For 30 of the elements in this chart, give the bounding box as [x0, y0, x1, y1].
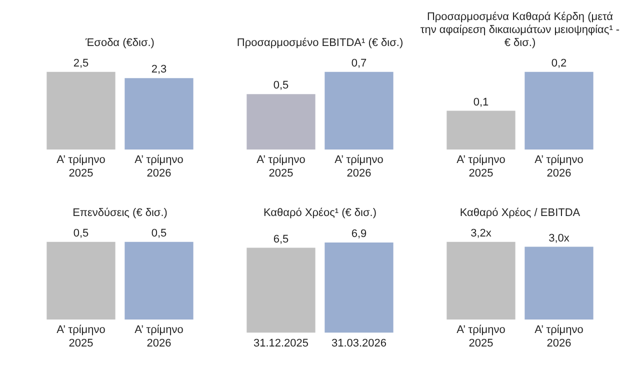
- chart-title: Επενδύσεις (€ δισ.): [72, 207, 168, 220]
- data-label: 2,3: [151, 64, 167, 76]
- x-tick-label: Α’ τρίμηνο 2026: [334, 154, 384, 180]
- data-label: 0,7: [351, 57, 367, 70]
- data-label: 3,0x: [548, 232, 570, 244]
- data-label: 2,5: [73, 57, 89, 70]
- data-label: 3,2x: [470, 227, 492, 240]
- chart-title: Προσαρμοσμένα Καθαρά Κέρδη (μετά την αφαίρεση δικαιωμάτων μειοψηφίας¹ - € δισ.): [420, 11, 620, 50]
- x-tick-label: Α’ τρίμηνο 2025: [56, 154, 106, 180]
- data-label: 0,2: [551, 57, 567, 70]
- data-label: 6,9: [351, 228, 367, 240]
- x-tick-label: Α’ τρίμηνο 2025: [256, 154, 306, 180]
- x-tick-label: 31.12.2025: [253, 337, 309, 350]
- x-tick-label: Α’ τρίμηνο 2025: [456, 154, 506, 180]
- data-label: 6,5: [273, 233, 289, 246]
- x-tick-label: Α’ τρίμηνο 2025: [56, 324, 106, 350]
- chart-title: Καθαρό Χρέος / EBITDA: [458, 207, 582, 220]
- data-label: 0,5: [73, 227, 89, 240]
- x-tick-label: Α’ τρίμηνο 2026: [534, 324, 584, 350]
- data-label: 0,5: [273, 80, 289, 92]
- data-label: 0,1: [473, 96, 489, 108]
- chart-title: Έσοδα (€δισ.): [84, 37, 156, 50]
- x-tick-label: Α’ τρίμηνο 2026: [134, 154, 184, 180]
- x-tick-label: Α’ τρίμηνο 2026: [134, 324, 184, 350]
- x-tick-label: Α’ τρίμηνο 2026: [534, 154, 584, 180]
- x-tick-label: Α’ τρίμηνο 2025: [456, 324, 506, 350]
- chart-title: Καθαρό Χρέος¹ (€ δισ.): [262, 207, 378, 220]
- data-label: 0,5: [151, 227, 167, 240]
- x-tick-label: 31.03.2026: [331, 337, 387, 350]
- chart-title: Προσαρμοσμένο EBITDA¹ (€ δισ.): [236, 37, 404, 50]
